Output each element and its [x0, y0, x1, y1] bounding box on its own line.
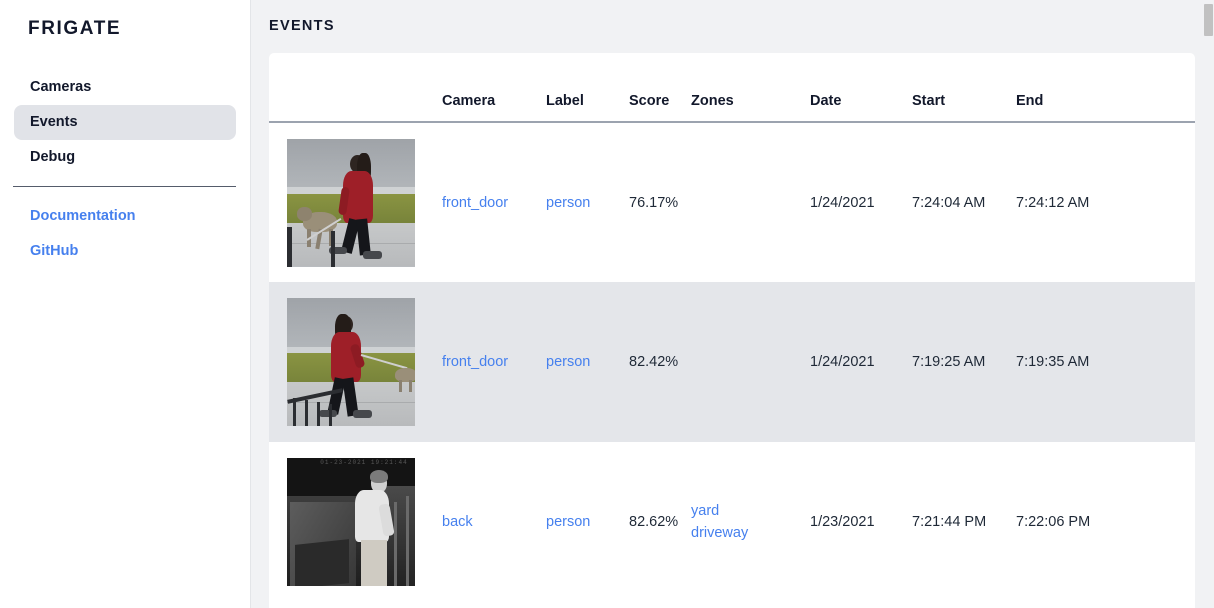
- event-label[interactable]: person: [546, 194, 591, 211]
- table-header-row: Camera Label Score Zones Date Start End: [269, 53, 1195, 123]
- person-pants: [361, 540, 387, 586]
- event-thumbnail-cell[interactable]: [269, 282, 442, 442]
- column-header-camera[interactable]: Camera: [442, 53, 546, 123]
- person-shoe-right: [353, 410, 372, 418]
- sidebar-link-github[interactable]: GitHub: [30, 243, 79, 259]
- event-thumbnail-image[interactable]: 01-23-2021 19:21:44: [287, 458, 415, 586]
- sidebar-item-cameras[interactable]: Cameras: [30, 79, 92, 95]
- event-zones: [691, 122, 810, 282]
- sidebar-link-documentation[interactable]: Documentation: [30, 208, 136, 224]
- dog-leg-2: [409, 380, 412, 392]
- event-thumbnail-image[interactable]: [287, 138, 415, 267]
- fence-post-1: [293, 398, 296, 426]
- person-shoe-right: [363, 250, 382, 259]
- event-score: 82.62%: [629, 514, 679, 530]
- events-table-body: front_door person 76.17% 1/24/2021 7:24:…: [269, 122, 1195, 602]
- event-zones: yard driveway: [691, 442, 810, 602]
- vertical-scrollbar-thumb[interactable]: [1204, 4, 1213, 36]
- event-date: 1/23/2021: [810, 514, 875, 530]
- event-thumbnail-cell[interactable]: [269, 122, 442, 282]
- fence-post-3: [317, 402, 320, 426]
- column-header-end[interactable]: End: [1016, 53, 1195, 123]
- column-header-date[interactable]: Date: [810, 53, 912, 123]
- dog-body: [395, 368, 415, 382]
- event-label[interactable]: person: [546, 282, 629, 442]
- column-header-score[interactable]: Score: [629, 53, 691, 123]
- scene-night-bench: [294, 539, 349, 586]
- event-zone-driveway[interactable]: driveway: [691, 525, 749, 541]
- fence-post-2: [305, 400, 308, 426]
- dog-leg-1: [399, 380, 402, 392]
- column-header-zones[interactable]: Zones: [691, 53, 810, 123]
- fence-post-right: [331, 230, 335, 267]
- event-start: 7:19:25 AM: [912, 282, 1016, 442]
- event-start: 7:24:04 AM: [912, 194, 986, 211]
- event-score: 76.17%: [629, 194, 679, 211]
- sidebar-external-links: Documentation GitHub: [0, 199, 250, 269]
- person-shoe-left: [329, 246, 347, 254]
- sidebar-item-debug[interactable]: Debug: [30, 149, 76, 165]
- event-date: 1/24/2021: [810, 194, 875, 211]
- dog-head: [297, 206, 312, 221]
- event-camera[interactable]: back: [442, 514, 473, 530]
- table-row[interactable]: front_door person 82.42% 1/24/2021 7:19:…: [269, 282, 1195, 442]
- sidebar-item-events[interactable]: Events: [14, 105, 236, 140]
- fence-post-4: [329, 404, 332, 426]
- event-thumbnail-image[interactable]: [287, 298, 415, 426]
- event-camera[interactable]: front_door: [442, 194, 509, 211]
- railing-post-2: [394, 501, 397, 586]
- table-row[interactable]: front_door person 76.17% 1/24/2021 7:24:…: [269, 122, 1195, 282]
- event-date: 1/24/2021: [810, 282, 912, 442]
- column-header-thumbnail[interactable]: [269, 53, 442, 123]
- event-thumbnail-cell[interactable]: 01-23-2021 19:21:44: [269, 442, 442, 602]
- event-end: 7:22:06 PM: [1016, 514, 1091, 530]
- events-card: Camera Label Score Zones Date Start End: [269, 53, 1195, 608]
- event-start: 7:21:44 PM: [912, 514, 987, 530]
- railing-post-1: [406, 496, 409, 586]
- page-title: EVENTS: [269, 18, 335, 34]
- main-content: EVENTS Camera Label Score Zones Date Sta…: [252, 0, 1214, 608]
- app-brand-title: FRIGATE: [28, 18, 122, 39]
- table-row[interactable]: 01-23-2021 19:21:44 back person 82.62% y…: [269, 442, 1195, 602]
- camera-timestamp-overlay: 01-23-2021 19:21:44: [320, 459, 408, 466]
- column-header-label[interactable]: Label: [546, 53, 629, 123]
- sidebar: FRIGATE Cameras Events Debug Documentati…: [0, 0, 251, 608]
- event-end: 7:24:12 AM: [1016, 194, 1090, 211]
- events-table: Camera Label Score Zones Date Start End: [269, 53, 1195, 602]
- event-score: 82.42%: [629, 282, 691, 442]
- person-hair: [370, 470, 388, 483]
- event-camera[interactable]: front_door: [442, 282, 546, 442]
- events-table-header: Camera Label Score Zones Date Start End: [269, 53, 1195, 123]
- vertical-scrollbar-track[interactable]: [1203, 0, 1214, 608]
- sidebar-nav: Cameras Events Debug: [0, 70, 250, 175]
- event-zones: [691, 282, 810, 442]
- column-header-start[interactable]: Start: [912, 53, 1016, 123]
- fence-post-left: [287, 226, 292, 267]
- sidebar-divider: [13, 186, 236, 187]
- event-end: 7:19:35 AM: [1016, 282, 1195, 442]
- person-shoe-left: [319, 410, 337, 417]
- event-zone-yard[interactable]: yard: [691, 503, 720, 519]
- event-label[interactable]: person: [546, 514, 591, 530]
